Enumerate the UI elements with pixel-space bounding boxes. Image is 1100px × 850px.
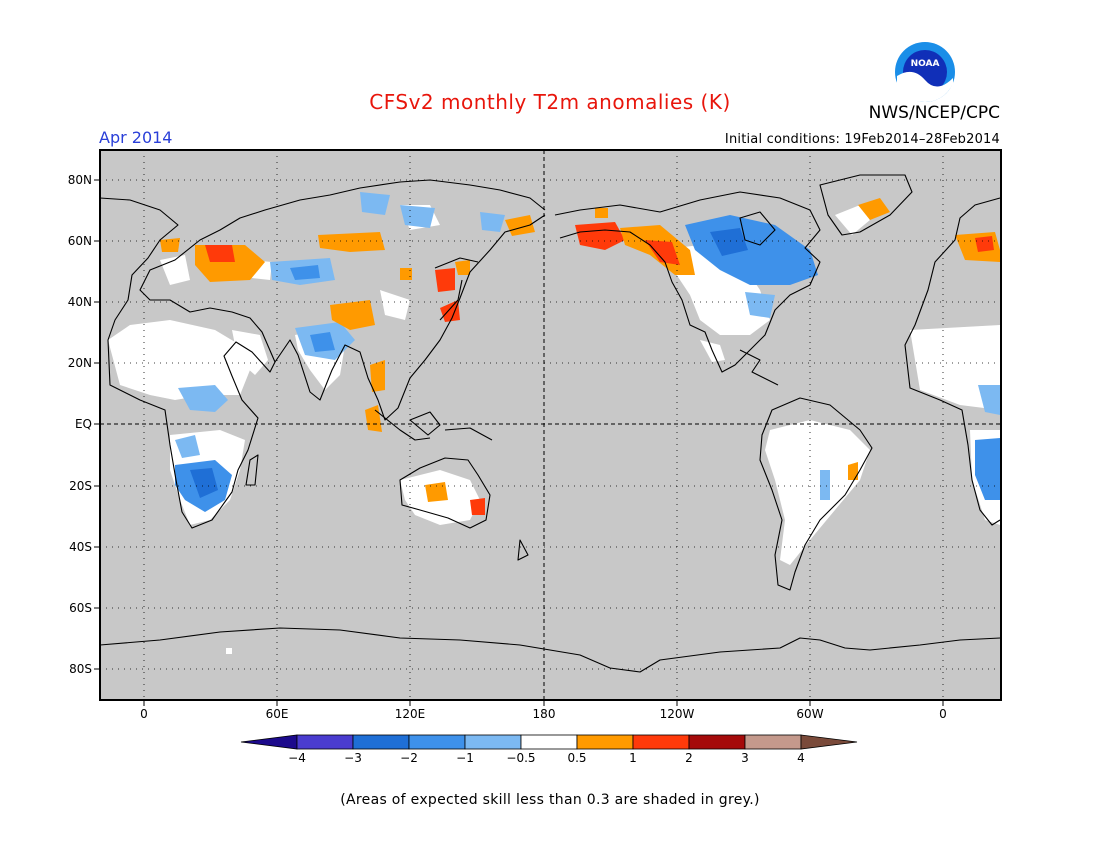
lon-label: 60W (796, 707, 824, 721)
lon-label: 0 (140, 707, 148, 721)
coastlines (99, 174, 1001, 673)
noaa-logo: NOAA (895, 42, 955, 102)
lat-label: 80S (69, 662, 92, 676)
colorbar-label: −0.5 (506, 751, 536, 765)
colorbar-label: 1 (629, 751, 637, 765)
lon-label: 60E (265, 707, 289, 721)
lat-label: 60S (69, 601, 92, 615)
forecast-month: Apr 2014 (99, 128, 173, 147)
anomaly-negative (175, 192, 1000, 512)
colorbar-label: 4 (797, 751, 805, 765)
logo-text: NOAA (911, 59, 940, 69)
lon-label: 120E (394, 707, 426, 721)
colorbar-label: −4 (288, 751, 306, 765)
lat-ticks (94, 179, 100, 670)
colorbar-label: 2 (685, 751, 693, 765)
lat-label: 80N (67, 173, 92, 187)
colorbar-label: −3 (344, 751, 362, 765)
lat-label: EQ (74, 417, 92, 431)
skill-note: (Areas of expected skill less than 0.3 a… (340, 792, 760, 808)
logo-wave (897, 71, 953, 102)
lon-label: 180 (532, 707, 556, 721)
gridlines (100, 150, 1001, 700)
colorbar-label: 0.5 (567, 751, 587, 765)
initial-conditions: Initial conditions: 19Feb2014–28Feb2014 (724, 132, 1000, 147)
lat-label: 60N (67, 234, 92, 248)
lat-label: 40N (67, 295, 92, 309)
colorbar-label: 3 (741, 751, 749, 765)
lon-label: 0 (939, 707, 947, 721)
colorbar-label: −2 (400, 751, 418, 765)
colorbar-label: −1 (456, 751, 474, 765)
chart-title: CFSv2 monthly T2m anomalies (K) (369, 90, 731, 114)
map-background (100, 150, 1001, 700)
lon-ticks (143, 700, 944, 706)
lat-label: 20N (67, 356, 92, 370)
lon-label: 120W (659, 707, 695, 721)
org-label: NWS/NCEP/CPC (868, 103, 1000, 123)
lat-label: 40S (69, 540, 92, 554)
lat-label: 20S (69, 479, 92, 493)
map-frame (99, 149, 1002, 701)
